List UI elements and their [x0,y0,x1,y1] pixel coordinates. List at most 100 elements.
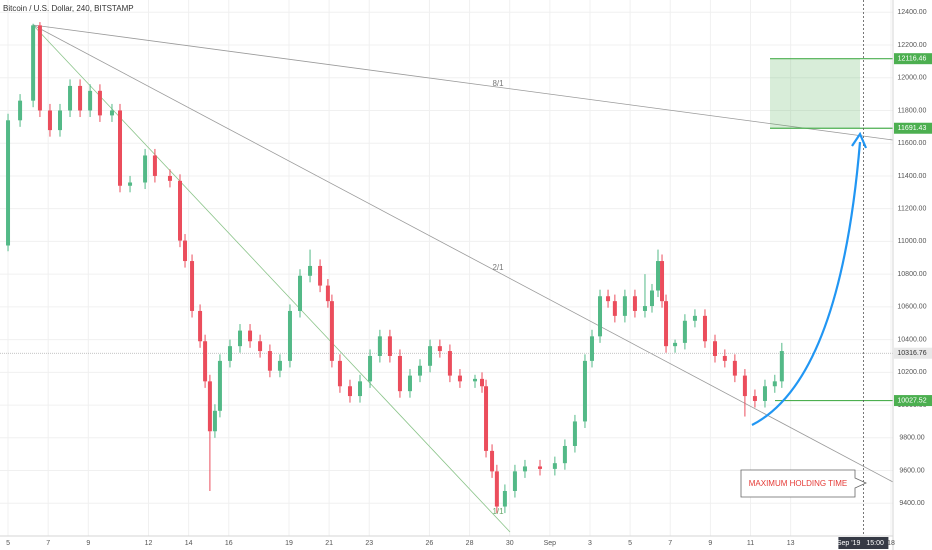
candle-body [109,110,114,116]
y-tick-label: 10400.00 [897,336,926,343]
y-tick-label: 11200.00 [898,206,927,213]
level-label: 11691.43 [898,125,927,132]
candle-body [472,378,477,382]
candle-body [152,155,157,176]
x-tick-label: 28 [466,540,474,547]
trendline [32,24,511,533]
y-tick-label: 11800.00 [898,107,927,114]
time-axis [0,536,932,550]
candle-body [37,25,42,111]
level-label-box [894,395,932,407]
x-tick-label: Sep [544,540,557,547]
candle-body [198,310,203,342]
x-tick-label: 5 [628,540,632,547]
candle-body [428,346,433,366]
x-tick-label: 9 [86,540,90,547]
candle-body [732,360,737,376]
candle-body [502,490,507,507]
x-tick-label: 23 [365,540,373,547]
candle-body [480,378,485,387]
x-tick-label: 7 [46,540,50,547]
candle-body [207,381,212,432]
candle-body [358,381,363,397]
level-label: 10027.52 [897,397,926,404]
candle-body [203,341,208,382]
candle-body [490,450,495,472]
candle-body [692,315,697,321]
y-tick-label: 9400.00 [899,500,924,507]
candle-body [347,386,352,397]
candle-body [779,351,784,382]
candle-body [606,296,611,302]
grid [0,0,893,536]
price-axis [893,0,932,550]
candle-body [47,110,52,131]
candle-body [582,360,587,422]
candle-body [522,466,527,472]
candle-body [118,110,123,186]
y-tick-label: 11400.00 [898,173,927,180]
candle-body [562,445,567,464]
last-price-box [894,347,932,359]
candle-body [484,386,489,451]
y-tick-label: 10600.00 [897,304,926,311]
candle-body [598,296,603,337]
x-tick-label: 21 [325,540,333,547]
trendline [32,24,894,483]
candle-body [329,301,334,361]
candle-body [397,355,402,392]
candle-body [58,110,63,131]
candle-body [78,85,83,111]
arrow [751,141,862,426]
candle-body [88,90,93,111]
candle-body [572,421,577,446]
y-tick-label: 9800.00 [899,435,924,442]
candle-body [538,466,543,469]
y-tick-label: 12400.00 [897,9,926,16]
candle-body [660,261,665,302]
x-tick-label: 16 [225,540,233,547]
x-tick-label: 14 [185,540,193,547]
candle-body [418,365,423,376]
candle-body [713,341,718,356]
target-zone [770,58,860,129]
y-tick-label: 11600.00 [898,140,927,147]
candle-body [68,85,73,111]
candle-body [183,240,188,262]
candle-body [178,180,183,241]
x-tick-label: 30 [506,540,514,547]
candle-body [143,155,148,183]
y-tick-label: 12000.00 [897,75,926,82]
x-tick-label: 13 [787,540,795,547]
candle-body [664,301,669,347]
candle-body [318,265,323,286]
x-tick-label: 9 [708,540,712,547]
candle-body [762,386,767,401]
levels [0,0,893,536]
candle-body [447,351,452,376]
level-label: 12116.46 [898,56,927,63]
candle-body [190,261,195,311]
candle-body [212,410,217,432]
candle-body [6,120,11,246]
candle-body [722,355,727,361]
trendline-label: 2/1 [492,263,504,272]
last-price-label: 10316.76 [897,350,926,357]
candle-body [407,375,412,392]
candle-body [217,360,222,411]
candle-body [308,265,313,276]
candle-body [437,346,442,352]
candle-body [552,463,557,469]
y-tick-label: 11000.00 [898,238,927,245]
candle-body [258,341,263,352]
x-tick-label: 19 [285,540,293,547]
axis-labels: 9400.009600.009800.0010000.0010200.00104… [6,9,932,549]
x-tick-label: 18 [887,540,895,547]
x-tick-label: 5 [6,540,10,547]
candle-body [18,100,23,121]
candle-body [656,261,661,291]
candle-body [368,355,373,382]
y-tick-label: 10800.00 [897,271,926,278]
